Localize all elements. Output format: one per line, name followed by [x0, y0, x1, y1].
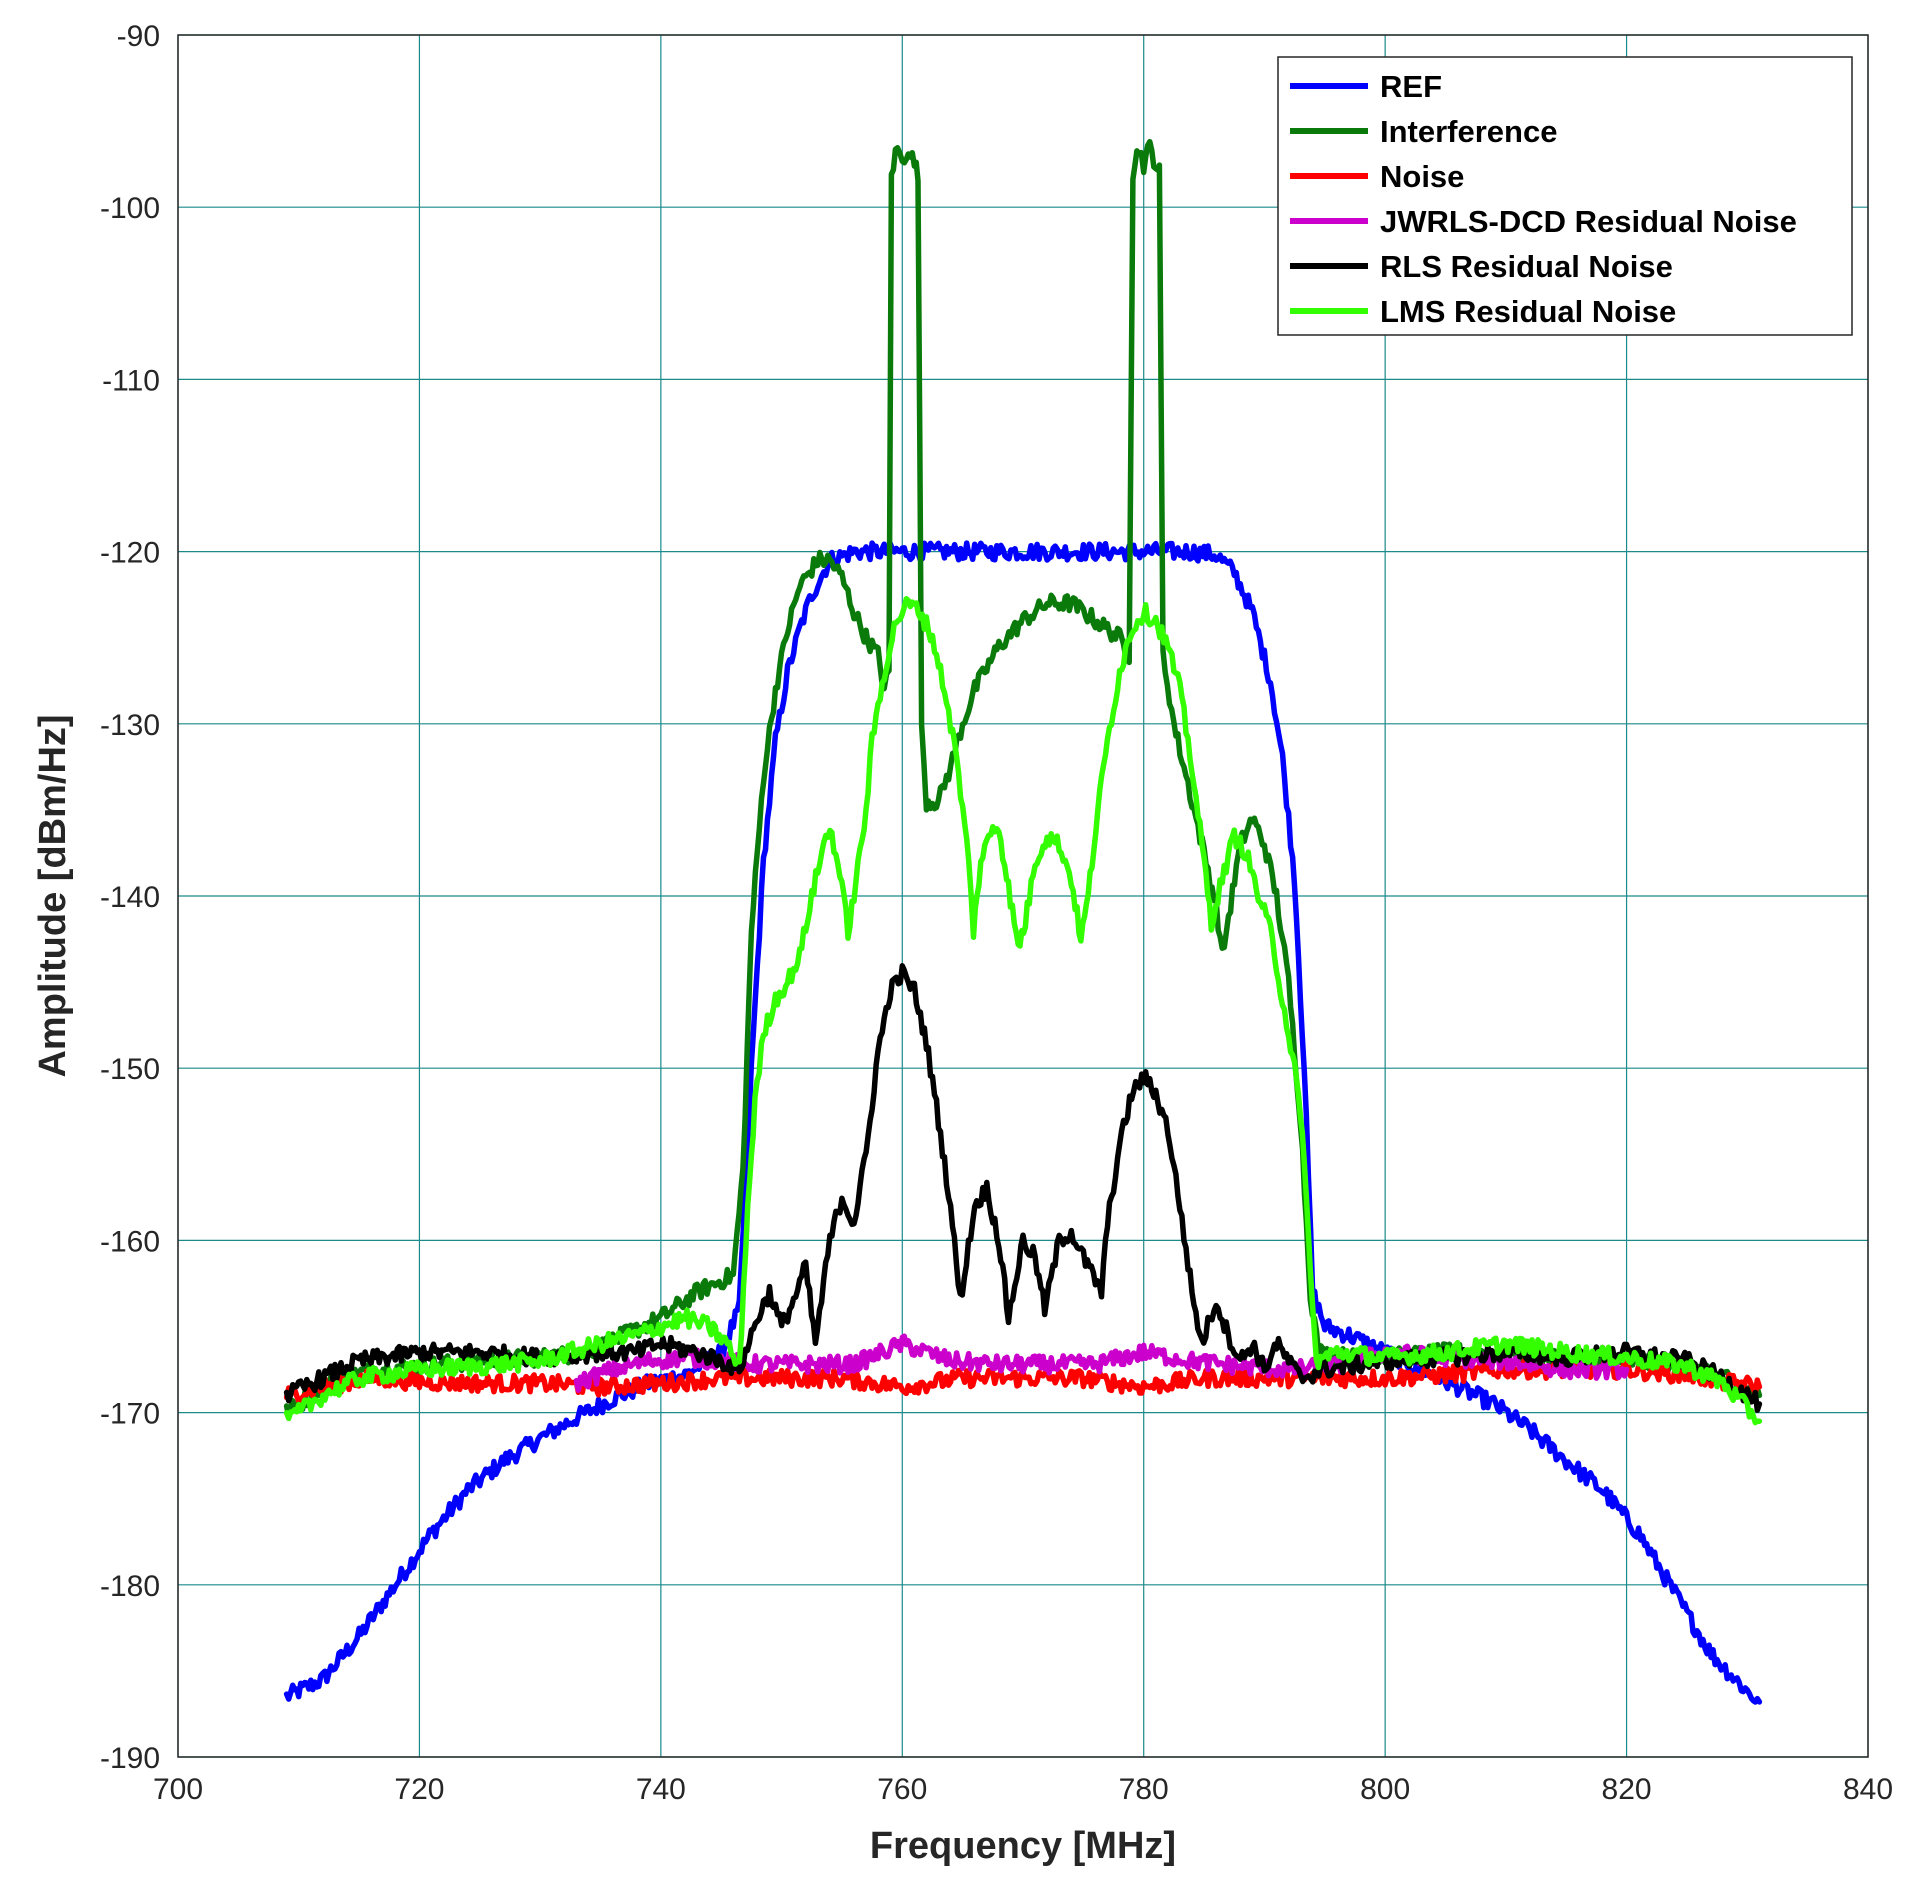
y-tick-label: -170: [100, 1398, 160, 1431]
x-tick-label: 720: [394, 1773, 444, 1806]
x-axis-label: Frequency [MHz]: [870, 1825, 1176, 1867]
y-tick-label: -100: [100, 192, 160, 225]
series-line-6: [283, 596, 1763, 1426]
y-tick-label: -130: [100, 709, 160, 742]
x-tick-label: 840: [1843, 1773, 1893, 1806]
y-axis-label: Amplitude [dBm/Hz]: [32, 714, 74, 1077]
legend-entry-label: REF: [1380, 69, 1442, 104]
x-tick-label: 760: [877, 1773, 927, 1806]
x-tick-label: 820: [1602, 1773, 1652, 1806]
legend: REF Interference Noise JWRLS-DCD Residual N…: [1277, 56, 1853, 336]
y-tick-label: -90: [117, 20, 160, 53]
y-tick-label: -150: [100, 1053, 160, 1086]
x-tick-label: 700: [153, 1773, 203, 1806]
x-tick-label: 800: [1360, 1773, 1410, 1806]
legend-box: [1277, 56, 1853, 336]
legend-entry-label: LMS Residual Noise: [1380, 294, 1676, 329]
y-tick-label: -140: [100, 881, 160, 914]
legend-entry-label: JWRLS-DCD Residual Noise: [1380, 204, 1797, 239]
x-axis-ticks: 700 720 740 760 780 800 820 840: [153, 1773, 1893, 1806]
y-tick-label: -120: [100, 537, 160, 570]
y-axis-ticks: -90 -100 -110 -120 -130 -140 -150 -160 -170 -180 -…: [100, 20, 160, 1775]
legend-entry-label: RLS Residual Noise: [1380, 249, 1673, 284]
y-tick-label: -180: [100, 1570, 160, 1603]
y-tick-label: -160: [100, 1225, 160, 1258]
y-tick-label: -110: [102, 364, 160, 397]
legend-entry-label: Noise: [1380, 159, 1464, 194]
x-tick-label: 780: [1119, 1773, 1169, 1806]
plot-frame: [177, 34, 1869, 1758]
series-group: [283, 138, 1763, 1705]
x-tick-label: 740: [636, 1773, 686, 1806]
series-line-1: [283, 540, 1763, 1705]
y-tick-label: -190: [100, 1742, 160, 1775]
legend-entry-label: Interference: [1380, 114, 1557, 149]
series-line-5: [283, 963, 1763, 1413]
legend-items: REF Interference Noise JWRLS-DCD Residual N…: [1290, 69, 1797, 329]
